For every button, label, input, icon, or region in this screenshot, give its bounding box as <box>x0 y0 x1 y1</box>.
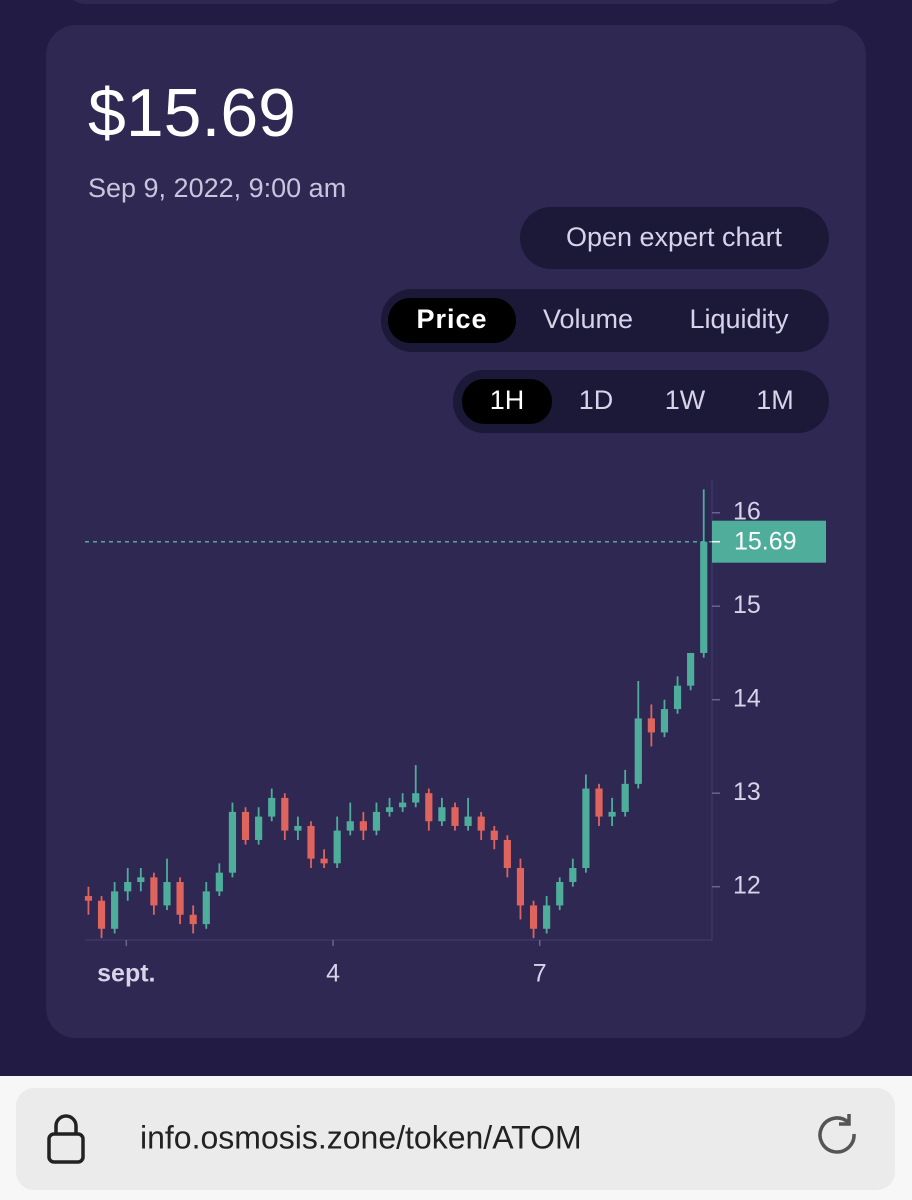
range-tab[interactable]: 1M <box>756 385 794 415</box>
range-tab[interactable]: 1W <box>665 385 706 415</box>
y-tick-label: 12 <box>733 871 761 899</box>
candle-body <box>150 877 158 906</box>
candle-body <box>268 797 276 817</box>
candle-body <box>399 802 407 808</box>
candle-body <box>608 811 616 817</box>
candle-body <box>294 825 302 831</box>
candle-body <box>385 807 394 812</box>
candle-body <box>503 839 511 869</box>
candle-body <box>124 882 132 892</box>
candle-body <box>228 811 237 873</box>
metric-tab[interactable]: Volume <box>543 304 633 334</box>
candle-body <box>490 830 498 840</box>
url[interactable]: info.osmosis.zone/token/ATOM <box>140 1119 582 1155</box>
price: $15.69 <box>88 75 296 151</box>
y-tick-label: 16 <box>733 497 761 525</box>
candle-body <box>556 882 564 906</box>
candle-body <box>202 891 210 925</box>
y-tick-label: 13 <box>733 778 761 806</box>
candle-body <box>516 868 525 906</box>
candle-body <box>412 793 420 803</box>
candle-body <box>111 891 119 929</box>
candle-body <box>647 718 655 733</box>
candle-body <box>281 797 289 831</box>
candle-body <box>255 816 263 840</box>
candle-body <box>660 709 669 733</box>
candle-body <box>464 816 472 826</box>
previous-card <box>73 0 839 4</box>
expert-button[interactable] <box>520 207 829 269</box>
candle-body <box>84 896 93 901</box>
date: Sep 9, 2022, 9:00 am <box>88 173 346 203</box>
candle-body <box>634 718 642 784</box>
last-price-tag <box>712 520 826 563</box>
url-field[interactable] <box>16 1088 895 1190</box>
reload-icon[interactable] <box>818 1114 856 1154</box>
card <box>46 25 866 1038</box>
lock-icon <box>47 1114 85 1164</box>
candle-body <box>320 858 328 864</box>
candle-body <box>163 882 171 906</box>
candle-body <box>137 877 145 883</box>
candle-body <box>359 821 367 831</box>
x-tick-label: 4 <box>326 960 340 988</box>
metric-tab[interactable]: Liquidity <box>689 304 789 334</box>
candle-body <box>241 811 250 840</box>
candle-body <box>189 914 197 925</box>
range-tabs <box>453 370 829 433</box>
candle-body <box>438 807 446 822</box>
range-tab-selected[interactable] <box>462 379 552 424</box>
candle-body <box>176 882 184 915</box>
candle-body <box>215 872 223 892</box>
candle-body <box>595 788 603 817</box>
candle-body <box>673 685 682 710</box>
candle-body <box>621 783 629 812</box>
chart: 12 13 14 15 16 sept. 4 7 15.69 <box>84 480 826 988</box>
candle-body <box>529 905 538 929</box>
range-tab[interactable]: 1H <box>490 385 525 415</box>
candle-body <box>451 807 459 826</box>
x-tick-label: sept. <box>97 960 155 988</box>
y-tick-label: 14 <box>733 684 761 712</box>
x-tick-label: 7 <box>533 960 547 988</box>
candle-body <box>307 825 315 859</box>
candle-body <box>687 652 695 686</box>
range-tab[interactable]: 1D <box>579 385 614 415</box>
candle-body <box>372 811 381 831</box>
candle-body <box>333 830 341 864</box>
y-tick-label: 15 <box>733 591 761 619</box>
candle-body <box>425 793 433 822</box>
candle-body <box>346 821 354 831</box>
metric-tab[interactable]: Price <box>416 304 487 334</box>
candle-body <box>477 816 485 831</box>
candle-body <box>543 905 551 929</box>
candle-body <box>97 900 106 929</box>
candle-body <box>582 788 590 869</box>
expert-button-label[interactable]: Open expert chart <box>566 222 783 252</box>
last-price-label: 15.69 <box>734 527 797 555</box>
candle-body <box>700 541 708 653</box>
metric-tab-selected[interactable] <box>388 298 516 343</box>
candle-body <box>569 868 577 883</box>
